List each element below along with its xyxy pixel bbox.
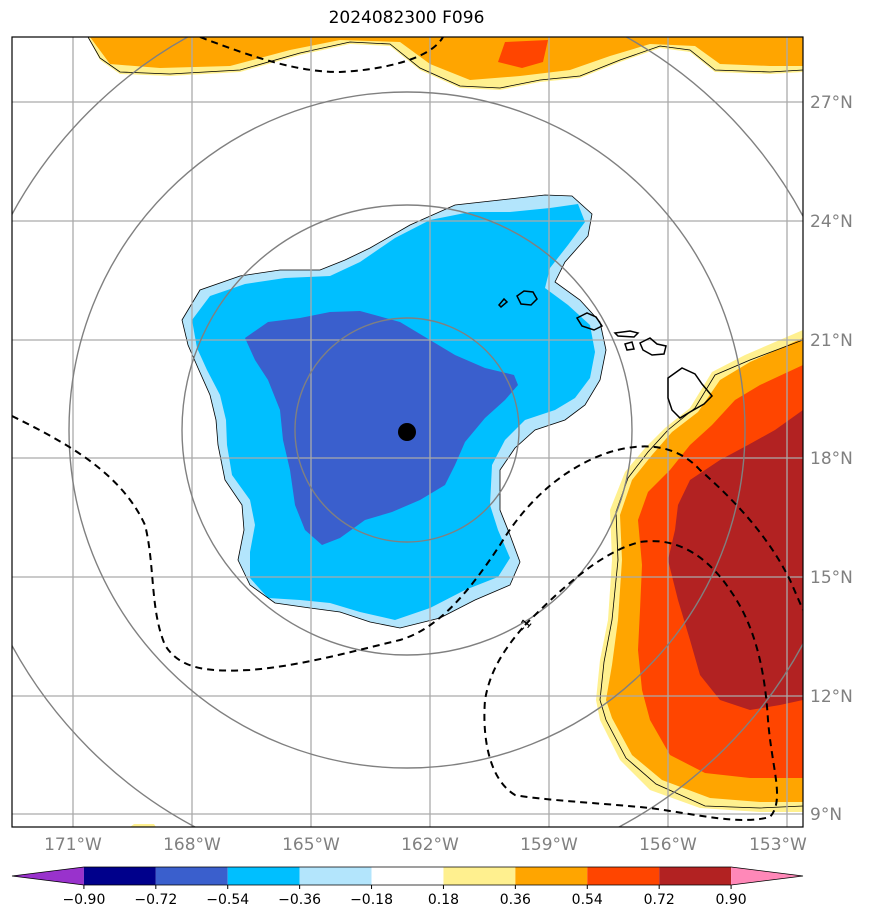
colorbar-segment bbox=[731, 867, 803, 885]
map-title: 2024082300 F096 bbox=[328, 8, 485, 28]
lon-label-165w: 165°W bbox=[282, 835, 340, 855]
colorbar-tick-label: −0.90 bbox=[62, 892, 105, 908]
colorbar-tick-label: 0.54 bbox=[572, 892, 603, 908]
colorbar-tick-label: −0.72 bbox=[134, 892, 177, 908]
dashed-contours bbox=[12, 37, 803, 821]
lon-label-162w: 162°W bbox=[401, 835, 459, 855]
lon-label-159w: 159°W bbox=[520, 835, 578, 855]
island-oahu bbox=[575, 312, 604, 331]
island-lanai bbox=[624, 341, 635, 351]
colorbar-segment bbox=[659, 867, 732, 885]
island-maui bbox=[639, 337, 667, 356]
lat-label-9n: 9°N bbox=[810, 805, 842, 825]
lon-label-171w: 171°W bbox=[44, 835, 102, 855]
lon-label-156w: 156°W bbox=[639, 835, 697, 855]
lon-label-168w: 168°W bbox=[163, 835, 221, 855]
lat-label-27n: 27°N bbox=[810, 93, 853, 113]
colorbar-tick-label: −0.36 bbox=[278, 892, 321, 908]
island-molokai bbox=[613, 330, 640, 338]
storm-center-marker bbox=[398, 423, 416, 441]
colorbar-tick-label: 0.72 bbox=[644, 892, 675, 908]
colorbar-segment bbox=[515, 867, 588, 885]
east-anomaly-core bbox=[668, 410, 803, 710]
colorbar-tick-label: 0.36 bbox=[500, 892, 531, 908]
north-anomaly-core bbox=[498, 40, 548, 68]
island-hawaii bbox=[667, 367, 714, 419]
island-kauai bbox=[516, 290, 538, 306]
colorbar-tick-label: −0.54 bbox=[206, 892, 249, 908]
lat-label-21n: 21°N bbox=[810, 331, 853, 351]
colorbar-segment bbox=[443, 867, 516, 885]
island-niihau bbox=[497, 297, 509, 309]
lon-label-153w: 153°W bbox=[749, 835, 807, 855]
colorbar-segment bbox=[155, 867, 228, 885]
latitude-labels: 27°N 24°N 21°N 18°N 15°N 12°N 9°N bbox=[810, 93, 853, 825]
map-frame bbox=[11, 36, 804, 828]
range-rings bbox=[12, 37, 803, 827]
colorbar-segment bbox=[587, 867, 660, 885]
lat-label-15n: 15°N bbox=[810, 568, 853, 588]
map-area: -1 bbox=[12, 37, 803, 827]
coastlines bbox=[497, 290, 714, 419]
colorbar-segment bbox=[83, 867, 156, 885]
colorbar-tick-label: 0.18 bbox=[428, 892, 459, 908]
lat-label-18n: 18°N bbox=[810, 449, 853, 469]
colorbar-segment bbox=[227, 867, 300, 885]
east-anomaly-field bbox=[596, 330, 803, 812]
colorbar-segment bbox=[299, 867, 372, 885]
colorbar: −0.90 −0.72 −0.54 −0.36 −0.18 0.18 0.36 0.54 0.7… bbox=[11, 866, 804, 908]
southwest-anomaly-patch bbox=[130, 824, 156, 827]
colorbar-tick-label: 0.90 bbox=[716, 892, 747, 908]
colorbar-tick-label: −0.18 bbox=[350, 892, 393, 908]
colorbar-segment bbox=[12, 867, 84, 885]
colorbar-segment bbox=[371, 867, 444, 885]
longitude-labels: 171°W 168°W 165°W 162°W 159°W 156°W 153°… bbox=[44, 835, 807, 855]
north-anomaly-field bbox=[87, 37, 803, 90]
lat-label-24n: 24°N bbox=[810, 212, 853, 232]
lat-label-12n: 12°N bbox=[810, 687, 853, 707]
